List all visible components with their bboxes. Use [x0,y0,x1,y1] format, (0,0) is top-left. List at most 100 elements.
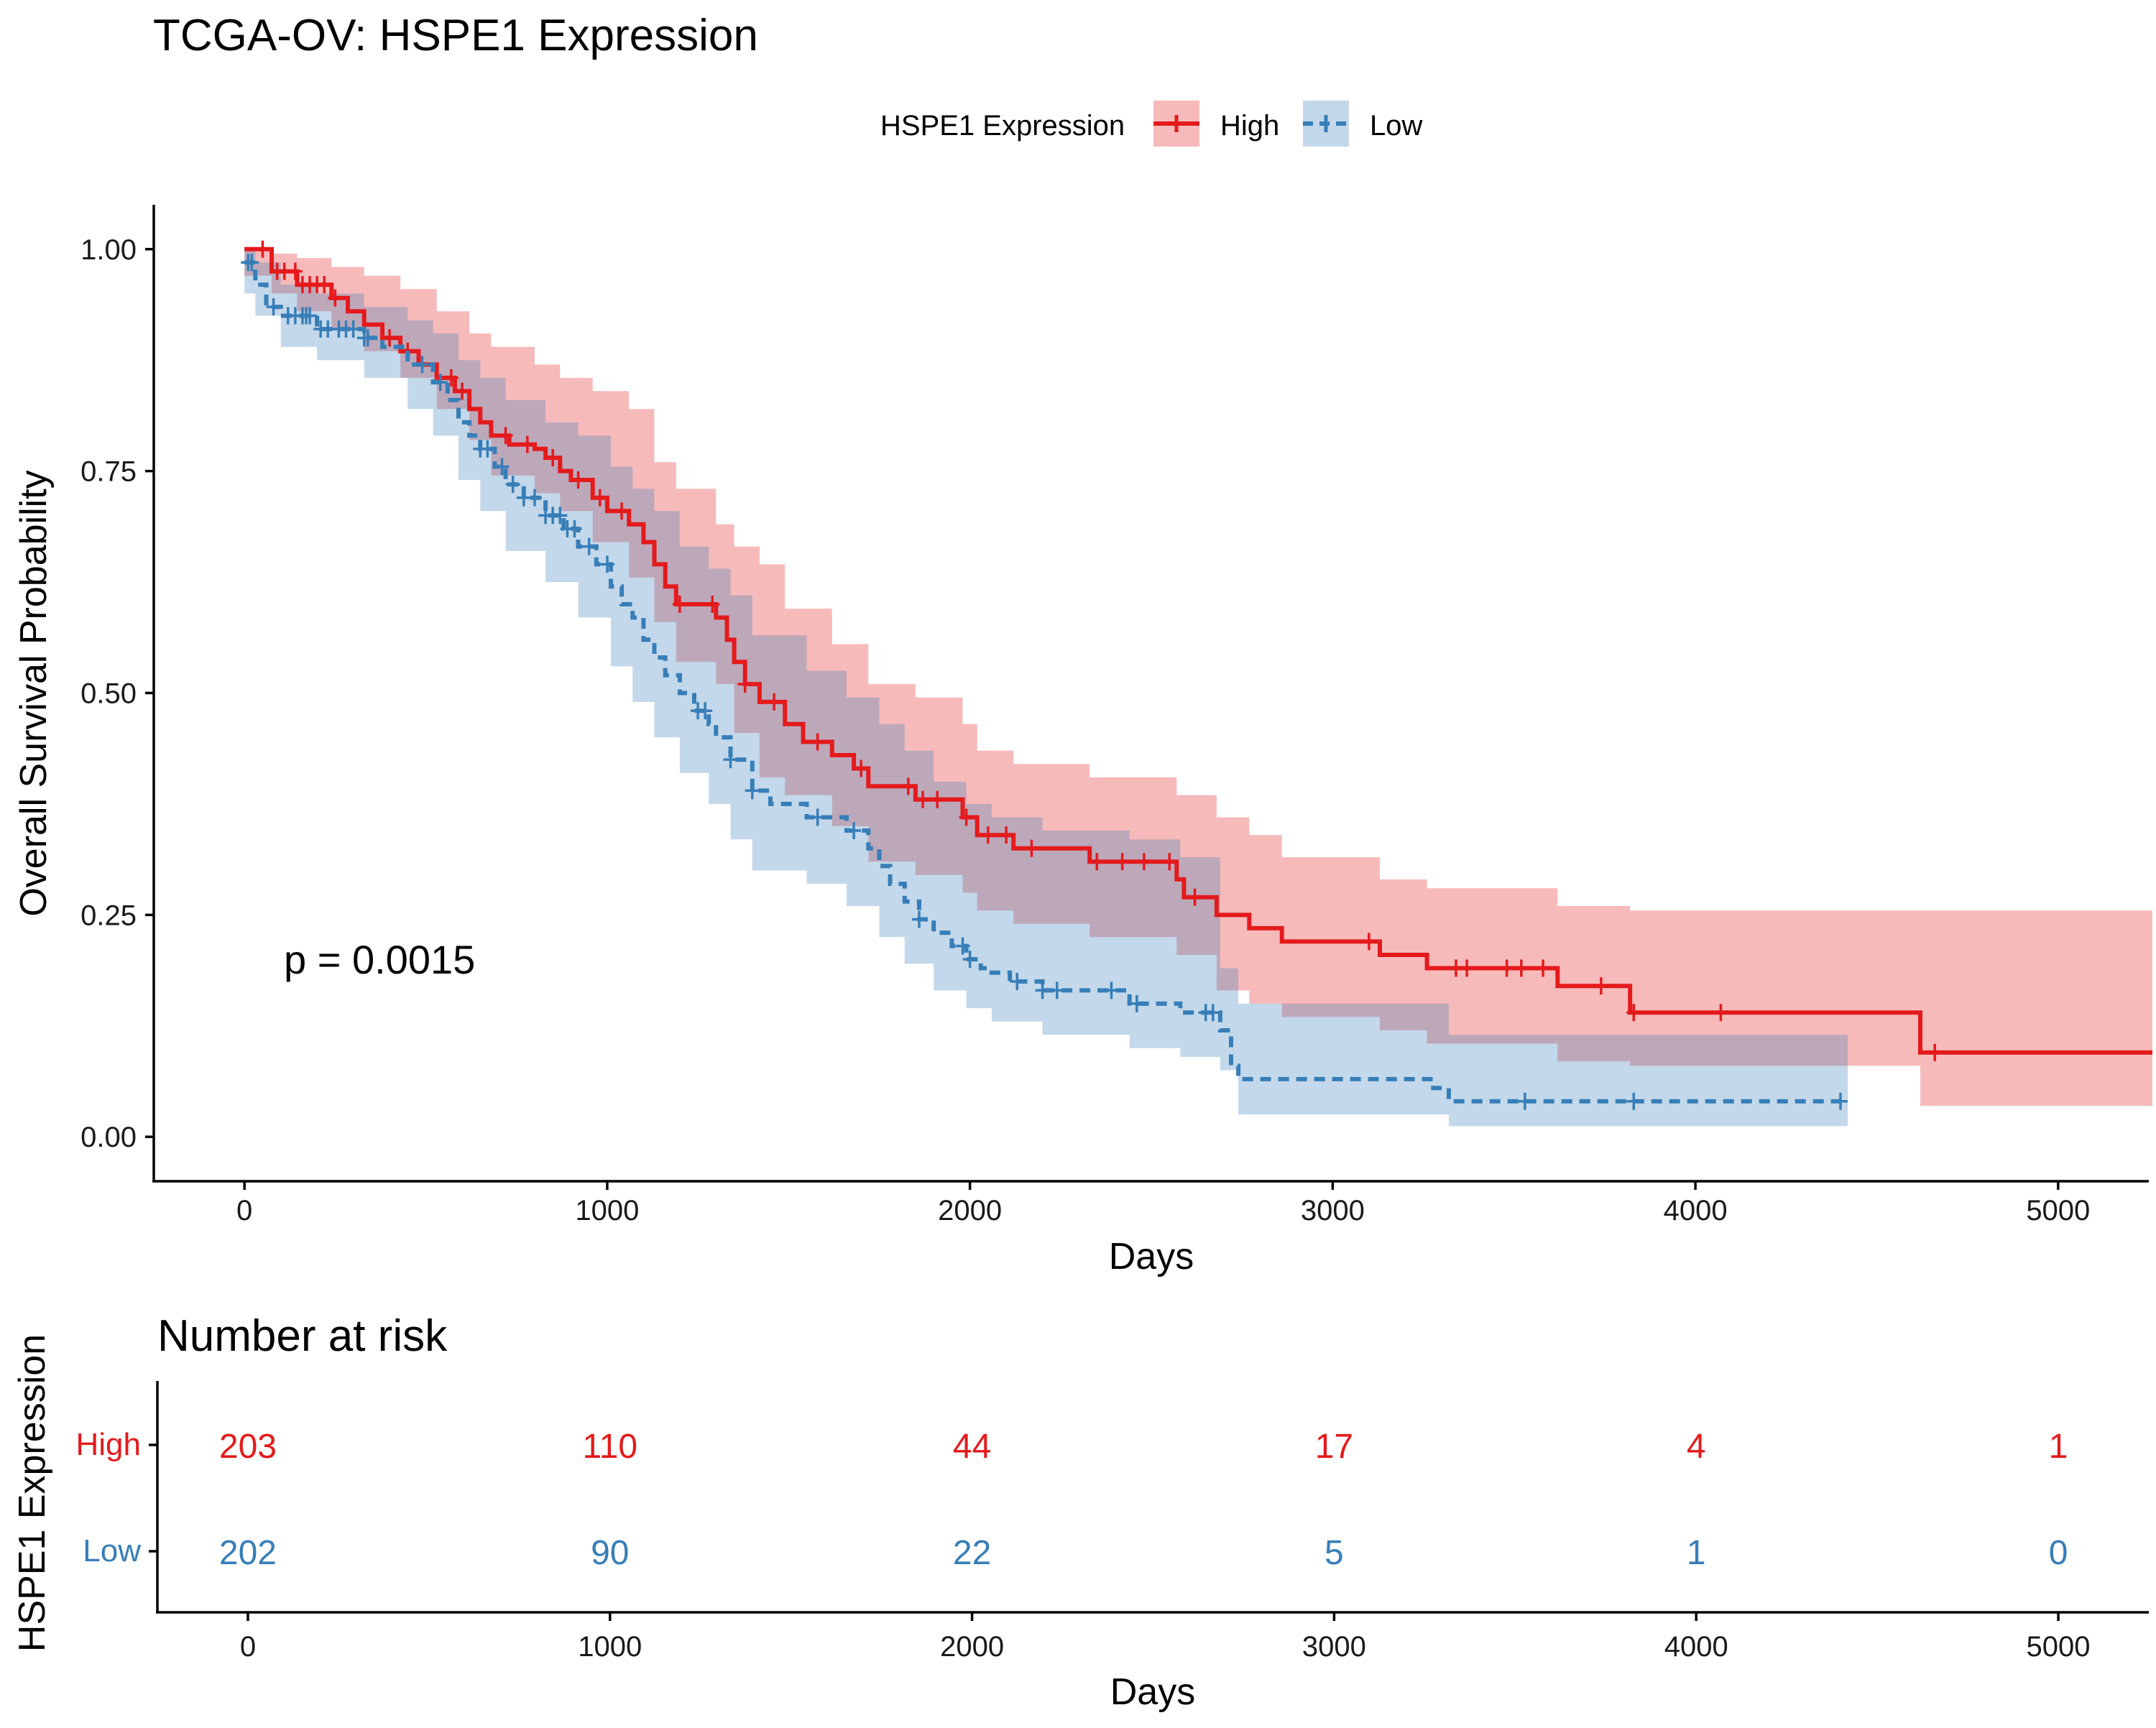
risk-count-low: 0 [2049,1534,2068,1572]
censor-mark-high [1593,977,1608,995]
censor-mark-high [1499,959,1514,977]
censor-mark-high [614,502,630,520]
censor-mark-high [980,826,995,844]
censor-mark-low [1104,981,1119,999]
censor-mark-low [480,440,495,458]
censor-mark-low [1049,981,1064,999]
y-tick-label: 0.00 [80,1122,137,1153]
censor-mark-high [1713,1004,1728,1022]
risk-count-low: 1 [1687,1534,1706,1572]
censor-mark-low [1010,973,1025,991]
censor-mark-low [433,374,448,392]
risk-axes [156,1381,2149,1614]
risk-count-high: 203 [219,1428,277,1466]
censor-mark-low [1517,1092,1532,1110]
censor-mark-high [1361,933,1376,951]
censor-mark-low [494,458,510,476]
risk-x-tick-label: 5000 [2027,1631,2091,1663]
censor-mark-high [520,435,535,453]
censor-mark-high [498,427,513,445]
risk-x-axis-title: Days [1110,1671,1195,1713]
censor-mark-high [382,329,397,347]
censor-mark-high [959,808,974,826]
risk-count-high: 4 [1687,1428,1706,1466]
censor-mark-low [581,537,596,555]
risk-x-tick-label: 4000 [1664,1631,1728,1663]
censor-mark-high [592,489,607,507]
censor-mark-low [505,476,520,494]
censor-mark-high [1089,853,1105,871]
y-tick-label: 1.00 [80,234,137,266]
censor-mark-low [527,489,542,507]
survival-ticks: 0.00 0.25 0.50 0.75 1.00 0 1000 2000 3000 4000 500… [80,234,2090,1226]
censor-mark-high [916,790,931,808]
survival-x-axis-title: Days [1109,1236,1194,1277]
censor-mark-low [955,937,970,955]
survival-y-axis-title: Overall Survival Probability [13,470,55,916]
censor-mark-low [415,356,430,374]
censor-mark-low [360,329,375,347]
x-tick-label: 5000 [2026,1195,2090,1226]
legend: HSPE1 Expression High Low [880,101,1422,147]
x-tick-label: 0 [236,1195,252,1226]
chart-title: TCGA-OV: HSPE1 Expression [153,11,758,60]
censor-mark-high [767,693,782,711]
censor-mark-low [723,751,738,769]
censor-mark-high [854,759,869,777]
censor-mark-high [443,369,459,387]
censor-mark-high [1162,853,1177,871]
censor-mark-high [705,595,720,613]
risk-count-high: 1 [2049,1428,2068,1466]
censor-mark-low [962,951,977,969]
censor-mark-low [911,910,926,928]
survival-line-low [244,260,1848,1104]
censor-mark-low [745,782,760,800]
censor-mark-high [810,733,825,751]
censor-mark-low [1833,1092,1848,1110]
censor-mark-low [1626,1092,1641,1110]
legend-label-high: High [1220,110,1279,142]
censor-mark-low [266,298,281,316]
censor-mark-low [698,702,713,720]
censor-mark-low [346,320,361,338]
censor-mark-high [328,289,343,307]
censor-mark-high [317,276,332,294]
censor-mark-low [567,519,582,537]
risk-count-low: 90 [591,1534,629,1572]
censor-mark-low [810,808,825,826]
censor-mark-high [1136,853,1151,871]
censor-mark-high [737,675,752,693]
risk-x-tick-label: 0 [240,1631,256,1663]
risk-y-axis-title: HSPE1 Expression [11,1334,53,1652]
censor-mark-high [999,826,1014,844]
censor-mark-low [847,821,862,839]
risk-row-label-low: Low [83,1533,141,1568]
censor-mark-high [255,240,270,258]
legend-label-low: Low [1370,110,1422,142]
censor-mark-low [1035,981,1050,999]
risk-row-label-high: High [76,1427,142,1462]
censor-mark-high [455,382,470,400]
censor-mark-low [244,254,259,272]
censor-mark-high [1514,959,1529,977]
censor-mark-high [1187,888,1202,906]
censor-mark-high [1626,1004,1641,1022]
y-tick-label: 0.75 [80,456,137,488]
censor-mark-high [1536,959,1551,977]
x-tick-label: 2000 [938,1195,1002,1226]
censor-mark-low [1205,1004,1220,1022]
x-tick-label: 3000 [1301,1195,1365,1226]
x-tick-label: 4000 [1664,1195,1728,1226]
risk-count-high: 44 [953,1428,991,1466]
risk-count-high: 17 [1315,1428,1353,1466]
censor-mark-high [287,262,303,280]
censor-mark-high [1460,959,1475,977]
censor-mark-high [1927,1043,1943,1061]
ci-band-high [244,249,2153,1106]
risk-x-tick-label: 3000 [1302,1631,1366,1663]
y-tick-label: 0.50 [80,678,137,710]
censor-mark-low [1129,994,1144,1012]
censor-mark-low [599,555,614,573]
risk-x-tick-label: 2000 [940,1631,1004,1663]
